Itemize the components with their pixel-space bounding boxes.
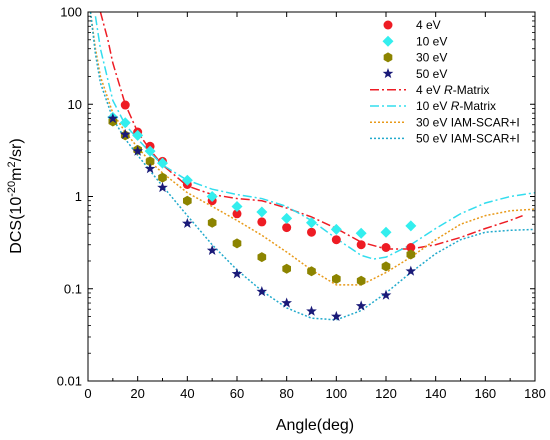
x-tick-label: 120 bbox=[375, 386, 397, 401]
legend-label-3: 30 eV bbox=[416, 51, 447, 65]
data-point-series-2 bbox=[330, 223, 342, 235]
data-point-series-2 bbox=[306, 217, 317, 229]
data-point-series-4 bbox=[144, 163, 156, 174]
data-point-series-4 bbox=[281, 297, 292, 308]
legend-label-2: 10 eV bbox=[416, 34, 447, 48]
plot-area bbox=[89, 12, 535, 322]
legend-marker-2 bbox=[382, 35, 394, 47]
data-point-series-1 bbox=[381, 242, 391, 252]
data-point-series-2 bbox=[157, 157, 168, 169]
y-tick-label: 10 bbox=[68, 97, 82, 112]
legend-marker-1 bbox=[383, 20, 393, 30]
data-point-series-3 bbox=[183, 195, 192, 206]
y-tick-label: 100 bbox=[60, 5, 82, 20]
data-point-series-2 bbox=[405, 220, 417, 232]
data-point-series-2 bbox=[231, 200, 243, 212]
data-point-series-4 bbox=[231, 268, 243, 279]
data-point-series-4 bbox=[107, 112, 119, 124]
data-point-series-2 bbox=[132, 129, 144, 141]
data-point-series-2 bbox=[119, 117, 131, 129]
data-point-series-3 bbox=[406, 249, 416, 260]
data-point-series-1 bbox=[307, 227, 316, 237]
legend-marker-4 bbox=[382, 68, 394, 79]
series-line-3 bbox=[89, 12, 535, 286]
data-point-series-1 bbox=[232, 209, 242, 219]
data-point-series-1 bbox=[331, 235, 341, 245]
data-point-series-3 bbox=[232, 238, 242, 249]
data-point-series-4 bbox=[119, 128, 131, 140]
data-point-series-2 bbox=[355, 227, 367, 239]
data-point-series-4 bbox=[206, 244, 218, 255]
data-point-series-4 bbox=[355, 300, 367, 311]
legend-label-6: 10 eV R-Matrix bbox=[416, 99, 496, 113]
data-point-series-3 bbox=[332, 273, 341, 284]
legend: 4 eV 10 eV 30 eV 50 eV 4 eV R-Matrix 10 eV R-… bbox=[370, 18, 520, 146]
x-tick-label: 80 bbox=[279, 386, 293, 401]
x-tick-label: 60 bbox=[230, 386, 244, 401]
data-point-series-3 bbox=[307, 266, 316, 277]
legend-label-7: 30 eV IAM-SCAR+I bbox=[416, 115, 520, 129]
data-point-series-2 bbox=[380, 226, 392, 238]
data-point-series-4 bbox=[256, 286, 268, 297]
data-point-series-1 bbox=[282, 223, 292, 233]
axes: 0 20 40 60 80 100 120 140 160 180 0.01 0.1 1 10 100 bbox=[57, 5, 546, 402]
y-axis-label: DCS(10-20m2/sr) bbox=[6, 138, 25, 253]
y-axis-label-mid: m bbox=[8, 168, 25, 181]
y-axis-label-prefix: DCS(10 bbox=[8, 197, 25, 254]
data-point-series-2 bbox=[281, 212, 293, 224]
data-point-series-3 bbox=[207, 217, 217, 228]
data-point-series-4 bbox=[380, 289, 392, 300]
data-point-series-3 bbox=[145, 156, 155, 167]
data-point-series-3 bbox=[158, 172, 167, 183]
y-axis-label-exp1: -20 bbox=[6, 181, 18, 197]
x-tick-label: 0 bbox=[84, 386, 91, 401]
legend-label-1: 4 eV bbox=[416, 18, 441, 32]
data-point-series-4 bbox=[182, 217, 193, 229]
data-point-series-2 bbox=[256, 206, 268, 218]
x-tick-label: 20 bbox=[130, 386, 144, 401]
data-point-series-1 bbox=[120, 100, 130, 110]
data-point-series-3 bbox=[282, 263, 291, 274]
x-tick-label: 180 bbox=[524, 386, 546, 401]
series-line-1 bbox=[99, 12, 523, 250]
y-tick-label: 1 bbox=[75, 189, 82, 204]
legend-label-5: 4 eV R-Matrix bbox=[416, 83, 489, 97]
x-tick-label: 40 bbox=[180, 386, 194, 401]
data-point-series-4 bbox=[405, 265, 417, 276]
legend-marker-3 bbox=[383, 52, 393, 63]
x-tick-label: 160 bbox=[474, 386, 496, 401]
x-tick-label: 100 bbox=[325, 386, 347, 401]
data-point-series-1 bbox=[406, 242, 416, 252]
y-axis-label-suffix: /sr) bbox=[8, 138, 25, 161]
x-axis-label: Angle(deg) bbox=[276, 417, 354, 434]
data-point-series-3 bbox=[381, 261, 391, 272]
x-tick-label: 140 bbox=[425, 386, 447, 401]
data-point-series-3 bbox=[257, 252, 267, 263]
y-axis-label-exp2: 2 bbox=[6, 161, 18, 167]
data-point-series-3 bbox=[356, 275, 366, 286]
data-point-series-4 bbox=[132, 145, 143, 156]
legend-label-4: 50 eV bbox=[416, 67, 447, 81]
data-point-series-4 bbox=[331, 310, 342, 322]
data-point-series-4 bbox=[157, 181, 168, 193]
data-point-series-1 bbox=[356, 240, 366, 250]
series-line-4 bbox=[89, 12, 535, 321]
plot-frame bbox=[87, 11, 536, 382]
data-point-series-1 bbox=[257, 217, 267, 227]
y-tick-label: 0.1 bbox=[64, 281, 82, 296]
data-point-series-2 bbox=[144, 145, 156, 157]
legend-label-8: 50 eV IAM-SCAR+I bbox=[416, 132, 520, 146]
data-point-series-2 bbox=[181, 174, 193, 186]
data-point-series-2 bbox=[206, 191, 218, 202]
y-tick-label: 0.01 bbox=[57, 374, 82, 389]
data-point-series-4 bbox=[306, 305, 317, 316]
